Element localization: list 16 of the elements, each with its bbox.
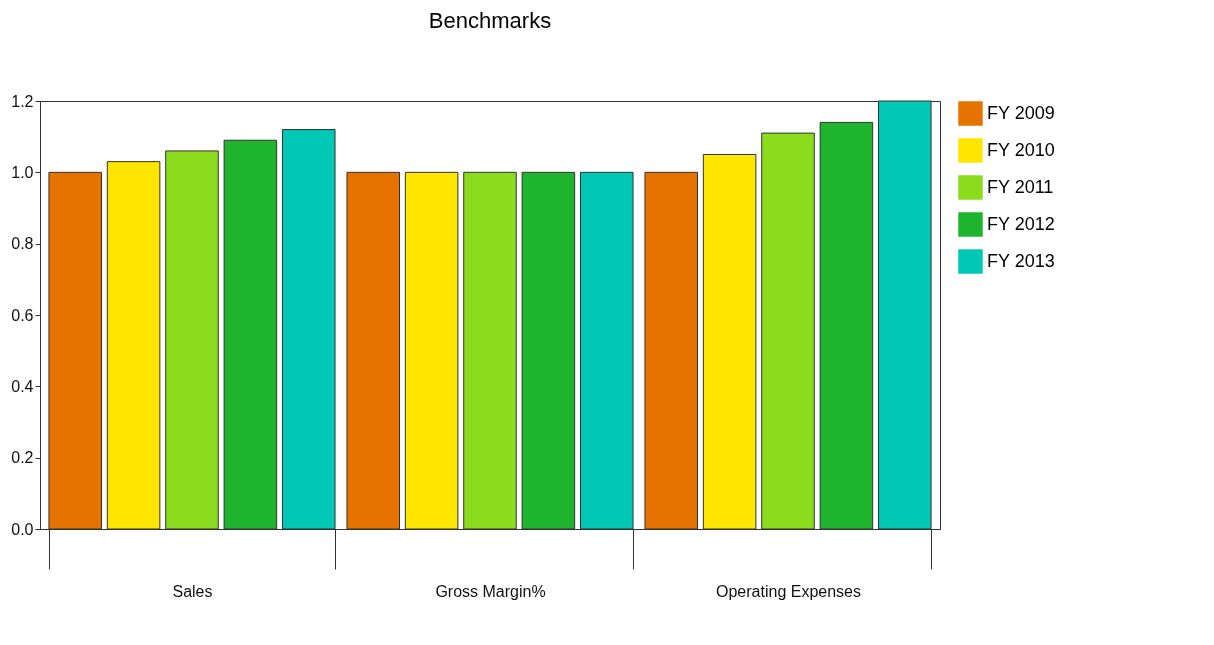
- y-tick-label: 0.0: [11, 520, 34, 538]
- y-tick-label: 1.2: [11, 92, 34, 110]
- legend-label: FY 2010: [987, 139, 1055, 160]
- x-tick-label: Sales: [172, 582, 213, 600]
- legend-label: FY 2009: [987, 102, 1055, 123]
- legend-label: FY 2011: [987, 176, 1054, 197]
- x-tick-label: Gross Margin%: [435, 582, 546, 600]
- chart-title: Benchmarks: [428, 8, 552, 33]
- y-tick-label: 1.0: [11, 163, 34, 181]
- legend-label: FY 2012: [987, 213, 1055, 234]
- y-tick-label: 0.6: [11, 306, 34, 324]
- y-tick-label: 0.8: [11, 235, 34, 253]
- x-tick-label: Operating Expenses: [716, 582, 862, 600]
- y-tick-label: 0.2: [11, 449, 34, 467]
- y-tick-label: 0.4: [11, 377, 34, 395]
- legend-label: FY 2013: [987, 250, 1055, 271]
